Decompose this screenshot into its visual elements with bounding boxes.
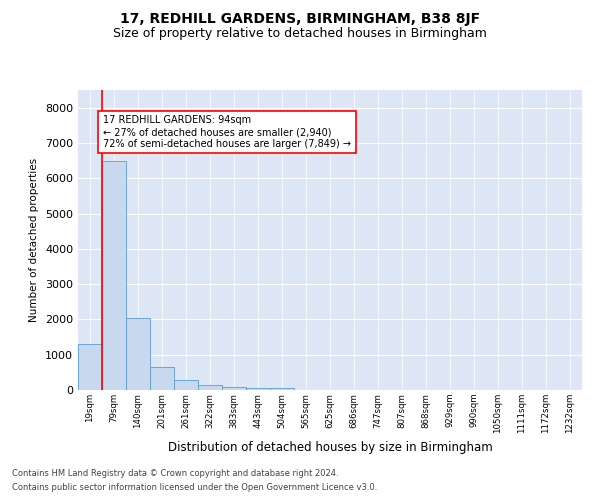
Bar [78, 344, 102, 390]
Y-axis label: Number of detached properties: Number of detached properties [29, 158, 40, 322]
Bar [246, 388, 270, 390]
Bar [150, 367, 174, 390]
Text: Contains public sector information licensed under the Open Government Licence v3: Contains public sector information licen… [12, 484, 377, 492]
Text: 17 REDHILL GARDENS: 94sqm
← 27% of detached houses are smaller (2,940)
72% of se: 17 REDHILL GARDENS: 94sqm ← 27% of detac… [103, 116, 351, 148]
Bar [222, 387, 246, 390]
Bar [174, 380, 198, 390]
Bar [198, 385, 222, 390]
Text: Size of property relative to detached houses in Birmingham: Size of property relative to detached ho… [113, 28, 487, 40]
Bar [270, 388, 294, 390]
Text: 17, REDHILL GARDENS, BIRMINGHAM, B38 8JF: 17, REDHILL GARDENS, BIRMINGHAM, B38 8JF [120, 12, 480, 26]
Bar [102, 160, 126, 390]
Text: Contains HM Land Registry data © Crown copyright and database right 2024.: Contains HM Land Registry data © Crown c… [12, 468, 338, 477]
X-axis label: Distribution of detached houses by size in Birmingham: Distribution of detached houses by size … [167, 442, 493, 454]
Bar [126, 318, 150, 390]
